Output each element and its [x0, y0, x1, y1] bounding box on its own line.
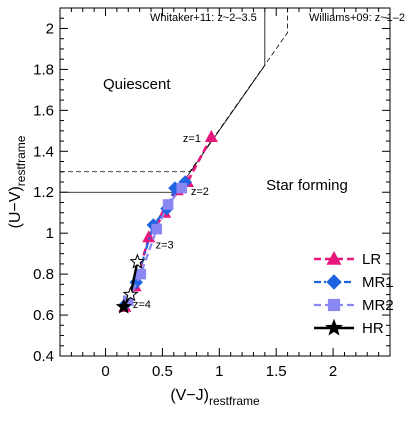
legend: LR MR1 MR2 HR [314, 250, 394, 337]
redshift-label: z=3 [156, 239, 174, 251]
mr2-marker [151, 223, 163, 235]
hr-marker [129, 253, 146, 269]
lr-marker [326, 250, 342, 265]
legend-item-mr2: MR2 [314, 297, 394, 314]
mr2-marker [135, 268, 147, 280]
hr-marker [122, 286, 139, 302]
y-tick-label: 1.8 [33, 61, 54, 78]
legend-item-mr1: MR1 [314, 274, 394, 291]
redshift-label: z=4 [133, 299, 151, 311]
redshift-label: z=1 [183, 133, 201, 145]
star-forming-label: Star forming [266, 177, 348, 194]
x-tick-label: 1.5 [266, 363, 287, 380]
hr-series [115, 253, 146, 314]
mr2-marker [327, 298, 341, 312]
x-tick-label: 2 [329, 363, 337, 380]
y-axis-title-sub: restframe [14, 135, 28, 186]
legend-label: LR [362, 251, 381, 268]
y-tick-label: 1.2 [33, 184, 54, 201]
quiescent-label: Quiescent [103, 76, 171, 93]
legend-label: HR [362, 320, 384, 337]
boundary-lines [60, 8, 288, 193]
x-axis-title-main: (V−J) [170, 387, 209, 404]
axis-ticks: 0 0.5 1 1.5 2 0.4 0.6 0.8 1 1.2 1.4 1.6 1.8 2 [33, 8, 390, 380]
x-tick-label: 0 [101, 363, 109, 380]
y-axis-title: (U−V)restframe [7, 135, 28, 228]
y-tick-label: 0.6 [33, 307, 54, 324]
x-axis-title: (V−J)restframe [170, 387, 260, 408]
hr-marker [325, 318, 343, 336]
mr2-marker [176, 182, 188, 194]
legend-item-lr: LR [314, 250, 381, 268]
x-tick-label: 0.5 [152, 363, 173, 380]
mr2-marker [162, 199, 174, 210]
y-tick-label: 0.8 [33, 266, 54, 283]
legend-label: MR2 [362, 297, 394, 314]
legend-item-hr: HR [314, 318, 384, 337]
lr-marker [204, 129, 218, 142]
y-tick-label: 2 [46, 20, 54, 37]
series-group [115, 129, 218, 314]
williams-boundary-line [60, 8, 288, 173]
hr-marker [115, 298, 132, 314]
annotations: (V−J)restframe(U−V)restframeWhitaker+11:… [7, 12, 405, 408]
whitaker-label: Whitaker+11: z~2–3.5 [150, 12, 257, 24]
redshift-label: z=2 [191, 186, 209, 198]
y-tick-label: 1 [46, 225, 54, 242]
y-axis-title-main: (U−V) [7, 186, 24, 228]
y-tick-label: 1.4 [33, 143, 54, 160]
y-tick-label: 0.4 [33, 348, 54, 365]
x-tick-label: 1 [215, 363, 223, 380]
y-tick-label: 1.6 [33, 102, 54, 119]
mr1-marker [326, 274, 342, 290]
lr-marker [142, 230, 156, 243]
legend-label: MR1 [362, 274, 394, 291]
williams-label: Williams+09: z~1–2 [309, 12, 405, 24]
x-axis-title-sub: restframe [209, 394, 260, 408]
whitaker-boundary-line [60, 8, 266, 193]
